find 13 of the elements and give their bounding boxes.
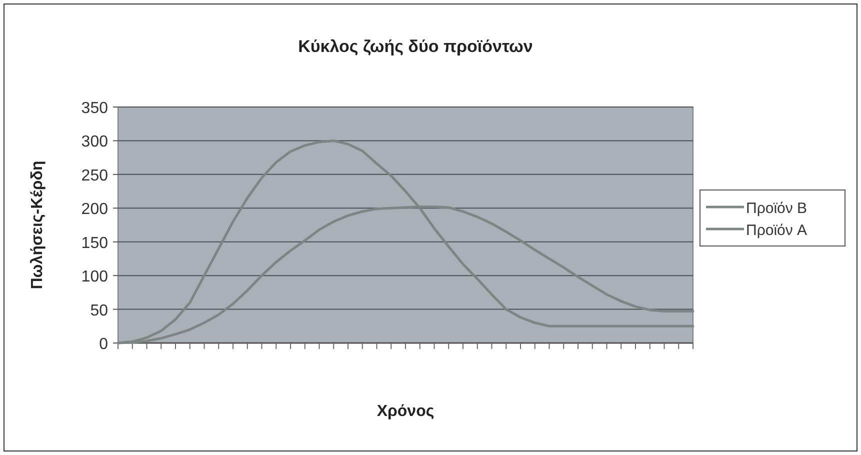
y-axis-title: Πωλήσεις-Κέρδη [29, 160, 46, 290]
y-tick-label: 350 [81, 100, 108, 117]
y-tick-label: 0 [99, 336, 108, 353]
x-axis-title: Χρόνος [376, 403, 434, 420]
y-tick-label: 150 [81, 234, 108, 252]
legend-label: Προϊόν B [746, 200, 808, 217]
y-tick-label: 50 [90, 302, 108, 320]
y-tick-label: 300 [81, 134, 108, 151]
y-tick-label: 200 [81, 201, 108, 218]
legend-label: Προϊόν A [746, 222, 808, 239]
y-tick-label: 100 [81, 268, 108, 286]
chart-title: Κύκλος ζωής δύο προϊόντων [298, 37, 533, 56]
y-tick-label: 250 [81, 167, 108, 184]
